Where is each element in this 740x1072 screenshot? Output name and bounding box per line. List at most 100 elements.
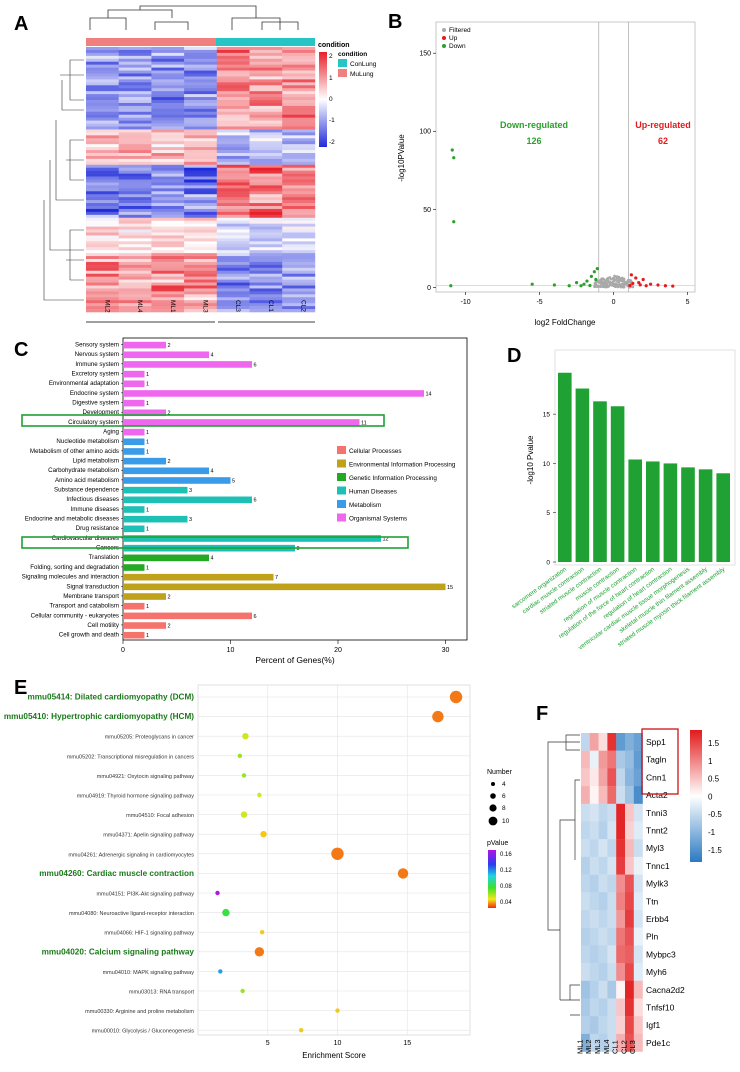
heatmap-a-cell <box>216 161 250 166</box>
heatmap-a-cell <box>282 250 316 254</box>
heatmap-a-cell <box>216 241 250 245</box>
legend-label-up: Up <box>449 35 458 42</box>
heatmap-a-cell <box>249 135 283 139</box>
heatmap-a-cell <box>86 200 119 204</box>
bubble-point <box>331 847 344 860</box>
heatmap-f-column-label: CL2 <box>619 1040 628 1054</box>
heatmap-a-cell <box>282 214 316 219</box>
heatmap-a-cell <box>151 288 185 292</box>
heatmap-f-cell <box>616 803 626 822</box>
kegg-category-label: Transport and catabolism <box>49 603 119 610</box>
heatmap-a-cell <box>86 276 119 280</box>
heatmap-f-cell <box>598 892 608 911</box>
size-legend-label-4: 4 <box>502 781 506 788</box>
heatmap-a-cell <box>86 273 119 277</box>
heatmap-a-cell <box>86 223 119 227</box>
heatmap-a-cell <box>249 253 283 257</box>
heatmap-a-cell <box>249 170 283 174</box>
heatmap-f-gene-label: Mylk3 <box>646 879 668 889</box>
heatmap-a-cell <box>216 297 250 301</box>
heatmap-a-cell <box>118 297 152 301</box>
down-point <box>595 266 599 271</box>
heatmap-a-cell <box>118 73 152 77</box>
heatmap-a-cell <box>184 235 218 239</box>
heatmap-f-cell <box>589 945 599 964</box>
heatmap-a-cell <box>151 117 185 121</box>
heatmap-f-cell <box>589 733 599 751</box>
heatmap-a-cell <box>151 105 185 110</box>
heatmap-a-cell <box>282 170 316 174</box>
heatmap-a-cell <box>249 256 283 260</box>
heatmap-a-cell <box>216 73 250 77</box>
heatmap-a-cell <box>216 52 250 57</box>
heatmap-a-cell <box>118 211 152 216</box>
heatmap-a-column-labels: ML2 ML4 ML1 ML3 CL3 CL1 CL2 <box>103 300 306 313</box>
heatmap-a-cell <box>249 79 283 83</box>
heatmap-a-cell <box>282 161 316 166</box>
heatmap-a-cell <box>184 273 218 277</box>
heatmap-f-cell <box>633 998 643 1017</box>
heatmap-a-cell <box>86 170 119 174</box>
heatmap-f-column-label: ML3 <box>593 1039 602 1054</box>
up-point <box>671 284 675 288</box>
heatmap-a-cell <box>282 179 316 183</box>
heatmap-f-cell <box>607 733 617 751</box>
heatmap-a-cell <box>184 150 218 154</box>
heatmap-a-cell <box>184 276 218 280</box>
heatmap-f-cell <box>616 892 626 911</box>
row-dendrogram <box>43 59 84 301</box>
heatmap-a-cell <box>249 100 283 104</box>
bubble-pathway-label: mmu04261: Adrenergic signaling in cardio… <box>68 852 194 858</box>
heatmap-a-cell <box>282 276 316 280</box>
heatmap-a-cell <box>216 76 250 80</box>
heatmap-f-gene-label: Tnnc1 <box>646 861 670 871</box>
kegg-bar-value-label: 5 <box>232 478 235 484</box>
kegg-category-label: Cell growth and death <box>59 632 120 639</box>
heatmap-a-cell <box>282 188 316 192</box>
kegg-category-label: Lipid metabolism <box>73 458 119 465</box>
heatmap-a-cell <box>118 129 152 133</box>
kegg-bar-value-label: 1 <box>146 507 149 513</box>
heatmap-a-cell <box>118 238 152 242</box>
filtered-point <box>611 280 615 284</box>
heatmap-a-cell <box>216 223 250 227</box>
heatmap-a-cell <box>118 217 152 222</box>
heatmap-a-cell <box>282 111 316 116</box>
heatmap-f-cell <box>633 786 643 804</box>
heatmap-a-cell <box>249 182 283 186</box>
kegg-bar <box>123 515 188 523</box>
heatmap-a-cell <box>249 197 283 201</box>
heatmap-a-cell <box>249 73 283 77</box>
heatmap-f-cell <box>616 910 626 928</box>
heatmap-a-cell <box>86 61 119 65</box>
heatmap-f-color-scale <box>690 730 702 862</box>
heatmap-a-cell <box>282 64 316 68</box>
heatmap-f-cell <box>633 803 643 822</box>
heatmap-a-cell <box>282 217 316 222</box>
heatmap-f-scale-tick: -1 <box>708 828 716 837</box>
heatmap-a-cell <box>282 167 316 171</box>
heatmap-a-cell <box>249 126 283 130</box>
heatmap-a-cell <box>151 203 185 207</box>
heatmap-a-cell <box>118 188 152 192</box>
heatmap-f-cell <box>581 874 590 893</box>
heatmap-a-cell <box>249 150 283 154</box>
heatmap-f-cell <box>581 1033 590 1052</box>
heatmap-a-cell <box>249 267 283 272</box>
heatmap-a-cell <box>86 235 119 239</box>
heatmap-f-cell <box>607 839 617 858</box>
heatmap-f-cell <box>616 998 626 1017</box>
kegg-legend-swatch <box>337 446 346 454</box>
heatmap-a-cell <box>86 117 119 121</box>
heatmap-a-cell <box>118 61 152 65</box>
heatmap-f-cell <box>589 786 599 804</box>
heatmap-a-cell <box>151 82 185 86</box>
heatmap-a-cell <box>118 91 152 95</box>
kegg-legend-swatch <box>337 486 346 495</box>
heatmap-a-cell <box>249 250 283 254</box>
kegg-bar-value-label: 14 <box>426 391 432 397</box>
heatmap-a-cell <box>151 47 185 51</box>
kegg-category-label: Metabolism of other amino acids <box>30 448 119 455</box>
heatmap-f-cell <box>607 1033 617 1052</box>
heatmap-a-cell <box>249 276 283 280</box>
